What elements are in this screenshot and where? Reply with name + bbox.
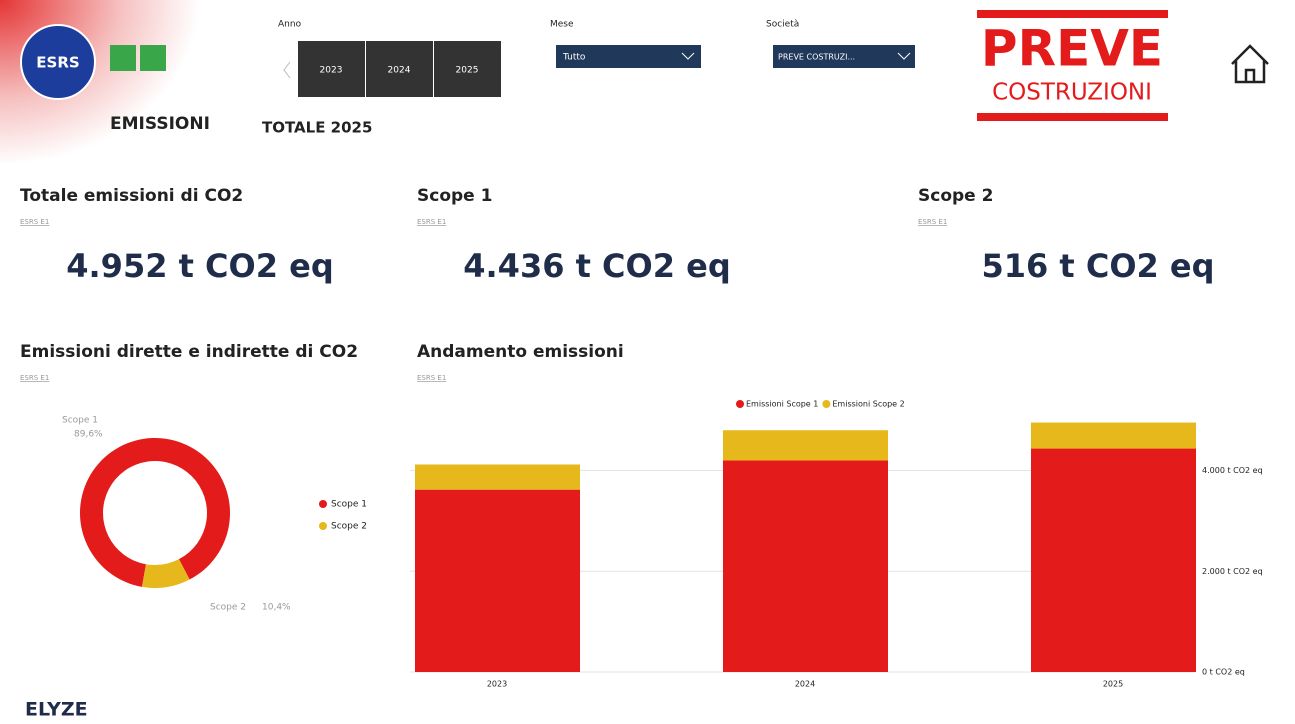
- legend-dot: [736, 400, 744, 408]
- ref: ESRS E1: [918, 218, 947, 226]
- year-label: 2024: [388, 66, 411, 76]
- logo-bar: [977, 113, 1168, 121]
- slice-label: Scope 2: [210, 603, 246, 613]
- kpi-title: Scope 2: [918, 186, 993, 206]
- slice-label: 10,4%: [262, 603, 291, 613]
- kpi-value: 4.436 t CO2 eq: [463, 247, 731, 285]
- icon: [140, 45, 166, 71]
- badge-text: ESRS: [36, 54, 79, 72]
- home-icon[interactable]: [1231, 44, 1269, 84]
- donut-slice: [141, 559, 190, 588]
- y-tick-label: 0 t CO2 eq: [1202, 668, 1245, 677]
- legend-dot: [319, 522, 327, 530]
- bar-segment: [1031, 422, 1196, 449]
- bar-segment: [415, 489, 580, 672]
- arrow-left[interactable]: [283, 61, 291, 79]
- year-button[interactable]: [366, 41, 433, 97]
- dropdown-value: Tutto: [562, 53, 586, 63]
- donut-slice: [79, 438, 230, 587]
- kpi-title: Totale emissioni di CO2: [20, 186, 243, 206]
- dropdown[interactable]: [556, 45, 701, 68]
- bar-segment: [415, 464, 580, 490]
- kpi-value: 516 t CO2 eq: [981, 247, 1214, 285]
- chevron: [897, 52, 911, 60]
- legend-dot: [822, 400, 831, 408]
- subtitle: TOTALE 2025: [262, 119, 372, 137]
- kpi-value: 4.952 t CO2 eq: [66, 247, 334, 285]
- icon: [110, 45, 136, 71]
- ref: ESRS E1: [417, 374, 446, 382]
- ref: ESRS E1: [20, 374, 49, 382]
- ref: ESRS E1: [20, 218, 49, 226]
- legend-label: Scope 2: [331, 522, 367, 532]
- year-button[interactable]: [298, 41, 365, 97]
- filter-label: Mese: [550, 20, 574, 30]
- logo-tagline: COSTRUZIONI: [992, 80, 1152, 106]
- footer-brand: ELYZE: [25, 699, 88, 721]
- x-tick-label: 2024: [795, 680, 815, 689]
- dropdown[interactable]: [773, 45, 915, 68]
- section-title: Andamento emissioni: [417, 342, 624, 362]
- year-button[interactable]: [434, 41, 501, 97]
- section-title: Emissioni dirette e indirette di CO2: [20, 342, 358, 362]
- kpi-title: Scope 1: [417, 186, 492, 206]
- slice-label: Scope 1: [62, 416, 98, 426]
- chevron: [681, 52, 695, 60]
- logo-name: PREVE: [981, 20, 1163, 78]
- legend-label: Emissioni Scope 1: [746, 400, 818, 409]
- bar-segment: [723, 460, 888, 672]
- slice-label: 89,6%: [74, 430, 103, 440]
- y-tick-label: 4.000 t CO2 eq: [1202, 466, 1263, 475]
- esrs-badge: [20, 24, 96, 100]
- x-tick-label: 2023: [487, 680, 507, 689]
- y-tick-label: 2.000 t CO2 eq: [1202, 567, 1263, 576]
- bar-segment: [1031, 448, 1196, 672]
- year-label: 2023: [320, 66, 343, 76]
- page-title: EMISSIONI: [110, 114, 210, 134]
- bar-segment: [723, 430, 888, 461]
- legend-label: Emissioni Scope 2: [832, 400, 904, 409]
- year-label: 2025: [456, 66, 479, 76]
- x-tick-label: 2025: [1103, 680, 1123, 689]
- dropdown-value: PREVE COSTRUZI...: [778, 53, 855, 62]
- ref: ESRS E1: [417, 218, 446, 226]
- legend-dot: [319, 500, 327, 508]
- filter-label: Anno: [278, 20, 302, 30]
- legend-label: Scope 1: [331, 500, 367, 510]
- filter-label: Società: [766, 20, 799, 30]
- logo-bar: [977, 10, 1168, 18]
